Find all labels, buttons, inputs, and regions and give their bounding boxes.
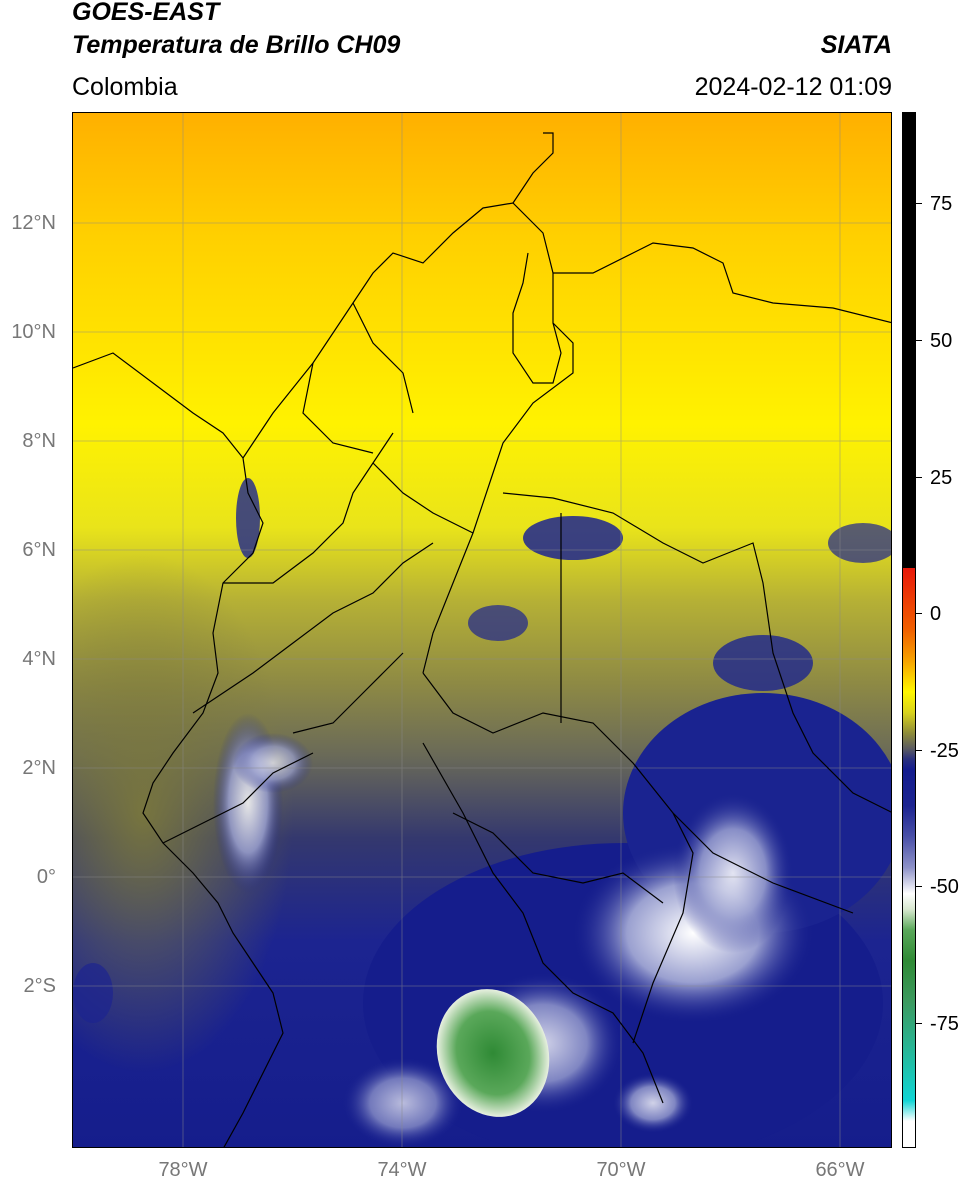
- colorbar-label-minus75: -75: [930, 1013, 959, 1035]
- lon-label-78w: 78°W: [158, 1159, 208, 1181]
- lon-label-66w: 66°W: [815, 1159, 865, 1181]
- colorbar-label-minus25: -25: [930, 740, 959, 762]
- lat-label-6n: 6°N: [22, 539, 56, 561]
- lat-label-8n: 8°N: [22, 430, 56, 452]
- map-gridlines: [73, 113, 891, 1147]
- colorbar-label-75: 75: [930, 193, 953, 215]
- coastlines-and-borders: [73, 132, 891, 1147]
- title-product: Temperatura de Brillo CH09: [72, 31, 401, 59]
- lat-label-12n: 12°N: [11, 212, 56, 234]
- colorbar-label-minus50: -50: [930, 876, 959, 898]
- satellite-map[interactable]: [72, 112, 892, 1148]
- region-label: Colombia: [72, 73, 178, 101]
- lat-label-10n: 10°N: [11, 321, 56, 343]
- brand-label: SIATA: [820, 31, 892, 59]
- colorbar-label-25: 25: [930, 467, 953, 489]
- colorbar: [902, 112, 916, 1148]
- lon-label-70w: 70°W: [596, 1159, 646, 1181]
- lat-label-2s: 2°S: [23, 975, 56, 997]
- timestamp-label: 2024-02-12 01:09: [694, 73, 892, 101]
- lon-label-74w: 74°W: [377, 1159, 427, 1181]
- colorbar-label-50: 50: [930, 330, 953, 352]
- lat-label-2n: 2°N: [22, 757, 56, 779]
- coldest-core: [436, 989, 550, 1117]
- title-satellite: GOES-EAST: [72, 0, 220, 26]
- colorbar-label-0: 0: [930, 603, 942, 625]
- lat-label-0: 0°: [36, 866, 56, 888]
- lat-label-4n: 4°N: [22, 648, 56, 670]
